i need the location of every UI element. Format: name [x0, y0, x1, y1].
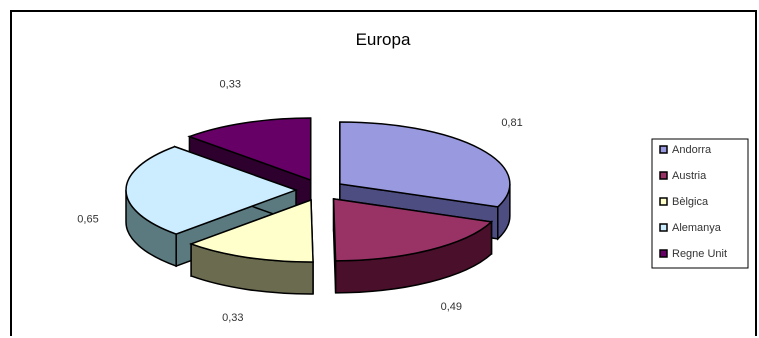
legend-swatch-andorra — [659, 145, 668, 154]
legend-swatch-austria — [659, 171, 668, 180]
slice-austria-top — [332, 198, 494, 262]
legend-swatch-b-lgica — [659, 197, 668, 206]
legend-label-austria: Austria — [672, 170, 707, 182]
value-label-austria: 0,49 — [441, 301, 462, 313]
slice-b-lgica-top — [188, 198, 314, 263]
slice-andorra-top — [339, 121, 511, 208]
legend-label-andorra: Andorra — [672, 144, 712, 156]
value-label-alemanya: 0,65 — [77, 214, 98, 226]
value-labels: 0,81 0,49 0,33 0,65 0,33 — [77, 79, 522, 324]
legend: Andorra Austria Bèlgica Alemanya Regne Unit — [651, 138, 749, 269]
slice-regne-unit-top — [187, 117, 312, 182]
legend-swatch-alemanya — [659, 223, 668, 232]
slice-alemanya-top — [125, 145, 299, 235]
chart-title: Europa — [356, 30, 411, 49]
legend-label-alemanya: Alemanya — [672, 222, 722, 234]
legend-label-regne-unit: Regne Unit — [672, 248, 727, 260]
legend-swatch-regne-unit — [659, 249, 668, 258]
value-label-regne-unit: 0,33 — [220, 79, 241, 91]
legend-box — [651, 138, 749, 269]
value-label-b-lgica: 0,33 — [222, 312, 243, 324]
legend-label-b-lgica: Bèlgica — [672, 196, 709, 208]
value-label-andorra: 0,81 — [501, 117, 522, 129]
pie-tops — [125, 117, 511, 263]
